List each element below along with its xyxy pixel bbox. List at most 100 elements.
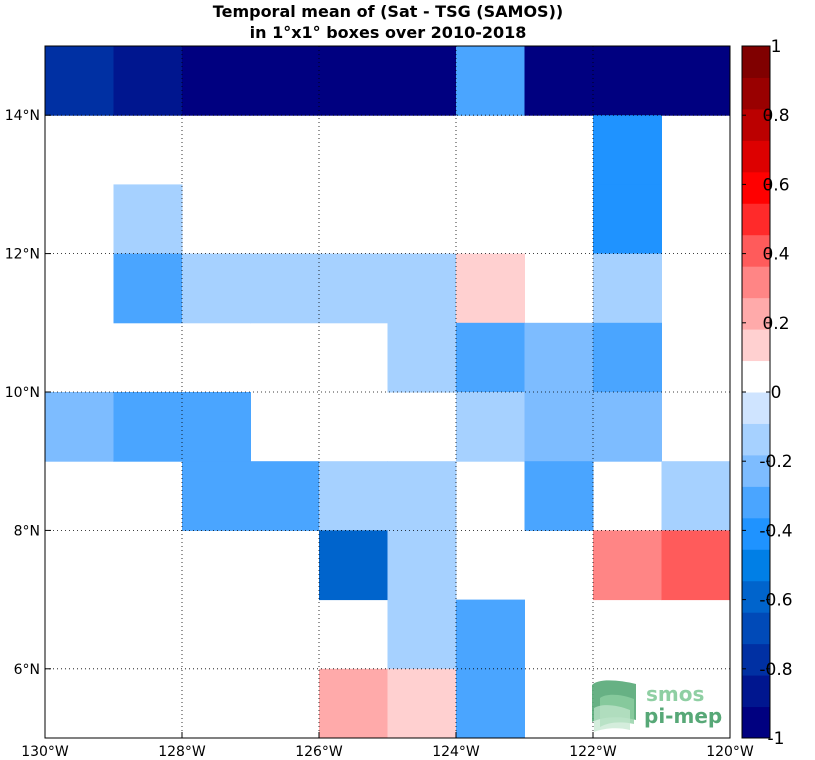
colorbar-segment [742,643,770,676]
data-cell [387,599,457,670]
data-cell [456,599,525,670]
colorbar-segment [742,203,770,236]
x-tick-label: 130°W [21,744,69,760]
data-cell [593,253,662,324]
data-cell [250,253,320,324]
data-cell [456,46,525,116]
x-tick-label: 124°W [432,744,480,760]
colorbar-segment [742,77,770,110]
colorbar-segment [742,612,770,645]
colorbar-segment [742,46,770,78]
colorbar-tick-label: -0.8 [759,660,792,680]
y-axis-ticks: 6°N 8°N 10°N 12°N 14°N [5,108,51,678]
y-tick-label: 8°N [14,523,40,539]
data-cell [319,530,388,601]
data-cells [45,46,731,739]
colorbar-tick-label: -0.4 [759,521,792,541]
colorbar-segment [742,171,770,204]
colorbar-ticks: 1 0.8 0.6 0.4 0.2 0 -0.2 -0.4 -0.6 -0.8 -1 [742,37,793,749]
data-cell [661,530,731,601]
data-cell [593,184,662,255]
grid-lines [45,46,730,738]
data-cell [387,46,457,116]
data-cell [524,46,594,116]
data-cell [387,253,457,324]
colorbar-segment [742,423,770,456]
colorbar-segment [742,580,770,613]
colorbar-tick-label: -1 [768,729,785,749]
colorbar-tick-label: 0 [771,383,782,403]
data-cell [593,115,662,185]
data-cell [387,322,457,393]
colorbar-tick-label: 1 [771,37,782,57]
colorbar-segment [742,517,770,550]
colorbar-tick-label: -0.6 [759,591,792,611]
logo-text-smos: smos [646,682,704,706]
colorbar [742,46,770,739]
colorbar-segment [742,675,770,708]
colorbar-segment [742,486,770,519]
data-cell [456,392,525,462]
y-tick-label: 14°N [5,108,40,124]
data-cell [113,253,183,324]
data-cell [113,392,183,462]
logo-text-pimep: pi-mep [644,704,722,728]
data-cell [456,668,525,739]
colorbar-segment [742,706,770,739]
data-cell [524,322,594,393]
y-tick-label: 10°N [5,385,40,401]
x-tick-label: 120°W [706,744,754,760]
data-cell [182,392,251,462]
colorbar-segment [742,392,770,424]
x-tick-label: 128°W [158,744,206,760]
data-cell [387,461,457,531]
colorbar-segment [742,329,770,362]
x-axis-ticks: 130°W 128°W 126°W 124°W 122°W 120°W [21,732,754,760]
data-cell [45,392,114,462]
colorbar-segment [742,454,770,487]
chart-subtitle: in 1°x1° boxes over 2010-2018 [250,23,527,42]
y-tick-label: 12°N [5,247,40,263]
data-cell [593,392,662,462]
colorbar-tick-label: 0.4 [762,245,789,265]
data-cell [387,530,457,601]
data-cell [319,46,388,116]
chart-title: Temporal mean of (Sat - TSG (SAMOS)) [213,2,563,21]
data-cell [524,461,594,531]
data-cell [45,46,114,116]
colorbar-segment [742,234,770,267]
colorbar-segment [742,140,770,173]
data-cell [250,461,320,531]
data-cell [319,668,388,739]
data-cell [456,322,525,393]
data-cell [456,253,525,324]
data-cell [113,46,183,116]
data-cell [593,46,662,116]
x-tick-label: 122°W [569,744,617,760]
data-cell [593,322,662,393]
data-cell [661,46,731,116]
data-cell [250,46,320,116]
colorbar-segment [742,360,770,393]
colorbar-segment [742,108,770,141]
data-cell [319,461,388,531]
colorbar-tick-label: -0.2 [759,452,792,472]
colorbar-segment [742,297,770,330]
colorbar-segment [742,549,770,582]
colorbar-tick-label: 0.8 [762,106,789,126]
data-cell [524,392,594,462]
y-tick-label: 6°N [14,662,40,678]
data-cell [319,253,388,324]
data-cell [387,668,457,739]
logo-emblem-icon [592,680,636,732]
data-cell [593,530,662,601]
x-tick-label: 126°W [295,744,343,760]
data-cell [182,461,251,531]
data-cell [182,253,251,324]
colorbar-tick-label: 0.6 [762,175,789,195]
data-cell [182,46,251,116]
colorbar-segment [742,266,770,299]
colorbar-tick-label: 0.2 [762,314,789,334]
data-cell [113,184,183,255]
